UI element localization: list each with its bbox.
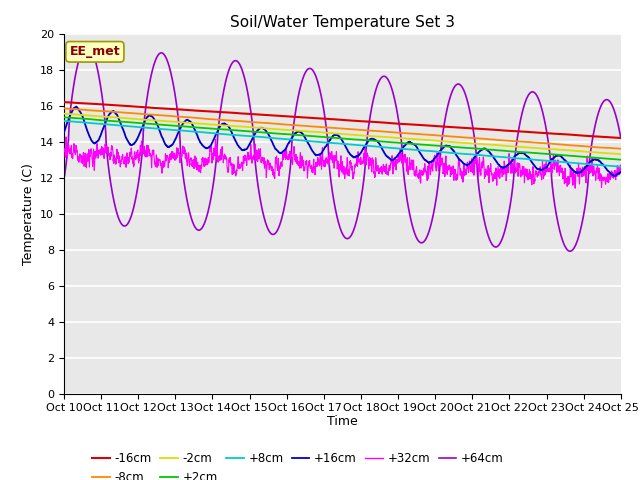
+2cm — [546, 151, 554, 157]
Title: Soil/Water Temperature Set 3: Soil/Water Temperature Set 3 — [230, 15, 455, 30]
-8cm — [274, 121, 282, 127]
+16cm — [72, 104, 80, 109]
+2cm — [606, 156, 614, 162]
+64cm — [124, 221, 132, 227]
+32cm — [617, 169, 625, 175]
+32cm — [298, 153, 306, 159]
-2cm — [298, 128, 305, 134]
+16cm — [611, 173, 618, 179]
Line: -16cm: -16cm — [64, 102, 621, 138]
-2cm — [617, 151, 625, 157]
Line: -8cm: -8cm — [64, 108, 621, 149]
+2cm — [124, 119, 131, 125]
-16cm — [617, 135, 625, 141]
+32cm — [572, 185, 579, 191]
+64cm — [298, 79, 306, 84]
+32cm — [274, 165, 282, 171]
-16cm — [274, 113, 282, 119]
-2cm — [546, 146, 554, 152]
Legend: -16cm, -8cm, -2cm, +2cm, +8cm, +16cm, +32cm, +64cm: -16cm, -8cm, -2cm, +2cm, +8cm, +16cm, +3… — [87, 447, 508, 480]
+8cm — [60, 118, 68, 124]
Line: -2cm: -2cm — [64, 114, 621, 154]
+16cm — [60, 129, 68, 135]
+64cm — [157, 50, 164, 56]
-2cm — [124, 115, 131, 121]
+16cm — [274, 148, 282, 154]
+32cm — [124, 157, 132, 163]
-2cm — [606, 151, 614, 156]
+8cm — [617, 164, 625, 169]
Line: +2cm: +2cm — [64, 117, 621, 160]
+16cm — [606, 170, 614, 176]
-8cm — [60, 106, 68, 111]
+8cm — [124, 123, 131, 129]
+16cm — [298, 130, 306, 136]
-16cm — [546, 131, 554, 136]
+64cm — [617, 135, 625, 141]
Line: +32cm: +32cm — [64, 137, 621, 188]
-16cm — [124, 103, 131, 109]
Y-axis label: Temperature (C): Temperature (C) — [22, 163, 35, 264]
-2cm — [157, 118, 164, 123]
-2cm — [274, 126, 282, 132]
-8cm — [606, 145, 614, 151]
-2cm — [60, 111, 68, 117]
+64cm — [60, 176, 68, 182]
X-axis label: Time: Time — [327, 415, 358, 428]
+2cm — [60, 114, 68, 120]
+2cm — [274, 131, 282, 136]
+8cm — [606, 163, 614, 169]
+32cm — [606, 177, 614, 182]
+32cm — [157, 161, 164, 167]
+32cm — [60, 148, 68, 154]
+32cm — [546, 166, 554, 172]
+8cm — [274, 136, 282, 142]
+2cm — [157, 121, 164, 127]
-16cm — [606, 134, 614, 140]
+8cm — [298, 138, 305, 144]
+2cm — [617, 157, 625, 163]
Line: +64cm: +64cm — [64, 45, 621, 251]
+64cm — [274, 227, 282, 233]
+64cm — [83, 42, 91, 48]
-16cm — [60, 99, 68, 105]
Text: EE_met: EE_met — [70, 45, 120, 58]
-8cm — [157, 112, 164, 118]
-8cm — [546, 141, 554, 146]
+64cm — [566, 248, 574, 254]
+16cm — [157, 131, 164, 137]
+64cm — [546, 153, 554, 159]
+32cm — [62, 134, 70, 140]
+8cm — [157, 126, 164, 132]
-8cm — [617, 146, 625, 152]
+16cm — [124, 138, 132, 144]
-16cm — [298, 115, 305, 120]
-8cm — [298, 123, 305, 129]
Line: +8cm: +8cm — [64, 121, 621, 167]
+8cm — [546, 158, 554, 164]
+16cm — [546, 159, 554, 165]
Line: +16cm: +16cm — [64, 107, 621, 176]
+2cm — [298, 132, 305, 138]
-16cm — [157, 106, 164, 111]
-8cm — [124, 110, 131, 116]
+16cm — [617, 169, 625, 175]
+64cm — [606, 99, 614, 105]
